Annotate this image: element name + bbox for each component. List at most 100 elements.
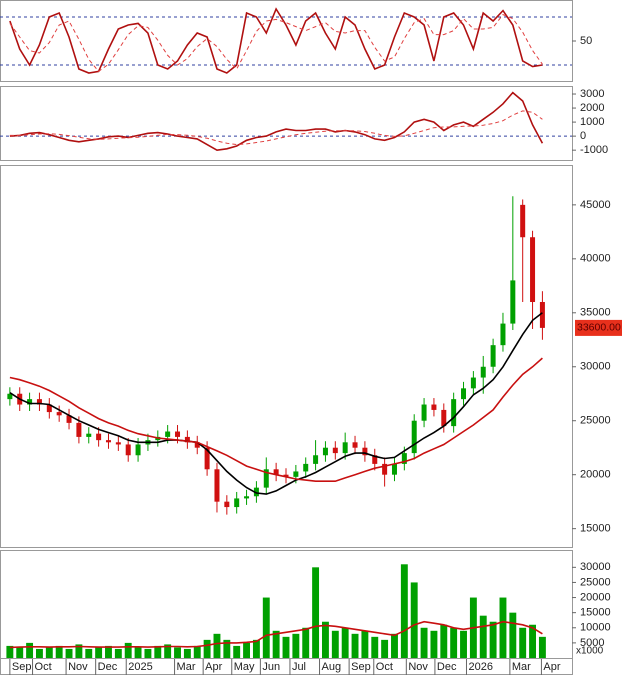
volume-bar (400, 564, 408, 658)
x-tick-label: Dec (98, 661, 118, 673)
candle-body (372, 455, 378, 464)
volume-bar (164, 644, 172, 658)
candle-body (263, 469, 269, 488)
y-tick-label: 25000 (580, 576, 611, 588)
volume-bar (312, 567, 320, 658)
candle-body (36, 399, 42, 405)
y-tick-label: 15000 (580, 607, 611, 619)
candle-body (313, 455, 319, 464)
volume-bar (331, 630, 339, 658)
candle-body (204, 447, 210, 470)
candle-body (303, 463, 309, 472)
indicator-line (9, 357, 543, 482)
volume-bar (223, 639, 231, 658)
x-tick-label: Aug (322, 661, 342, 673)
candle-body (470, 377, 476, 389)
candle-body (7, 393, 13, 400)
candle-body (391, 463, 397, 475)
x-tick-label: Jul (292, 661, 306, 673)
candle-body (253, 487, 259, 497)
y-tick-label: 25000 (580, 415, 611, 427)
volume-bar (450, 627, 458, 658)
x-tick-label: Sep (351, 661, 371, 673)
candle-body (490, 345, 496, 367)
candle-body (56, 412, 62, 416)
indicator-line (9, 91, 544, 152)
candle-body (451, 399, 457, 427)
candle-body (224, 501, 230, 508)
price-tag-label: 33600.00 (577, 322, 621, 334)
price-tag (575, 319, 622, 336)
volume-bar (489, 621, 497, 658)
panel-frame (0, 86, 573, 161)
panel-frame (0, 165, 573, 548)
y-tick-label: 50 (580, 35, 592, 47)
candle-body (539, 301, 545, 328)
volume-bar (252, 639, 260, 658)
candle-body (135, 444, 141, 456)
indicator-line (9, 13, 543, 73)
volume-bar (410, 582, 418, 658)
volume-bar (154, 645, 162, 658)
x-tick-label: Apr (205, 661, 222, 673)
candle-body (362, 447, 368, 456)
candle-body (175, 431, 181, 437)
x-tick-label: Mar (512, 661, 531, 673)
y-tick-label: 30000 (580, 561, 611, 573)
x-tick-label: Nov (408, 661, 428, 673)
volume-bar (538, 636, 546, 658)
x-tick-label: 2026 (468, 661, 492, 673)
volume-bar (75, 644, 83, 658)
y-tick-label: 45000 (580, 199, 611, 211)
volume-bar (124, 642, 132, 658)
unit-label: x1000 (576, 646, 604, 657)
y-tick-label: 2000 (580, 102, 604, 114)
volume-bar (26, 642, 34, 658)
x-tick-label: Mar (177, 661, 196, 673)
volume-bar (262, 597, 270, 658)
y-tick-label: 30000 (580, 361, 611, 373)
candle-body (342, 442, 348, 454)
panel-frame (0, 0, 573, 82)
y-tick-label: 20000 (580, 469, 611, 481)
candle-body (234, 498, 240, 508)
volume-bar (174, 647, 181, 658)
candle-body (322, 447, 328, 456)
volume-bar (430, 630, 438, 658)
volume-bar (440, 624, 448, 658)
volume-bar (499, 597, 507, 658)
candle-body (96, 433, 102, 441)
volume-bar (460, 630, 467, 658)
volume-bar (302, 627, 310, 658)
volume-bar (45, 647, 53, 658)
candle-body (510, 280, 516, 324)
candle-body (352, 442, 358, 448)
x-tick-label: Apr (543, 661, 560, 673)
volume-bar (391, 633, 398, 658)
x-tick-label: Dec (437, 661, 457, 673)
candle-body (530, 237, 536, 302)
candle-body (115, 442, 121, 445)
y-tick-label: 3000 (580, 88, 604, 100)
volume-bar (292, 633, 300, 658)
candle-body (480, 366, 486, 378)
volume-bar (351, 633, 359, 658)
indicator-line (9, 7, 543, 74)
volume-bar (420, 627, 428, 658)
x-tick-label: Sep (12, 661, 32, 673)
y-tick-label: 10000 (580, 622, 611, 634)
candle-body (441, 409, 447, 427)
candle-body (332, 447, 338, 454)
candle-body (520, 204, 526, 238)
volume-bar (6, 645, 14, 658)
candle-body (86, 433, 92, 437)
candle-body (76, 422, 82, 437)
candle-body (411, 420, 417, 454)
volume-bar (233, 645, 241, 658)
volume-bar (35, 648, 43, 658)
candle-body (27, 399, 33, 405)
volume-bar (509, 612, 517, 658)
volume-bar (183, 648, 191, 658)
volume-bar (361, 630, 369, 658)
volume-bar (193, 645, 201, 658)
